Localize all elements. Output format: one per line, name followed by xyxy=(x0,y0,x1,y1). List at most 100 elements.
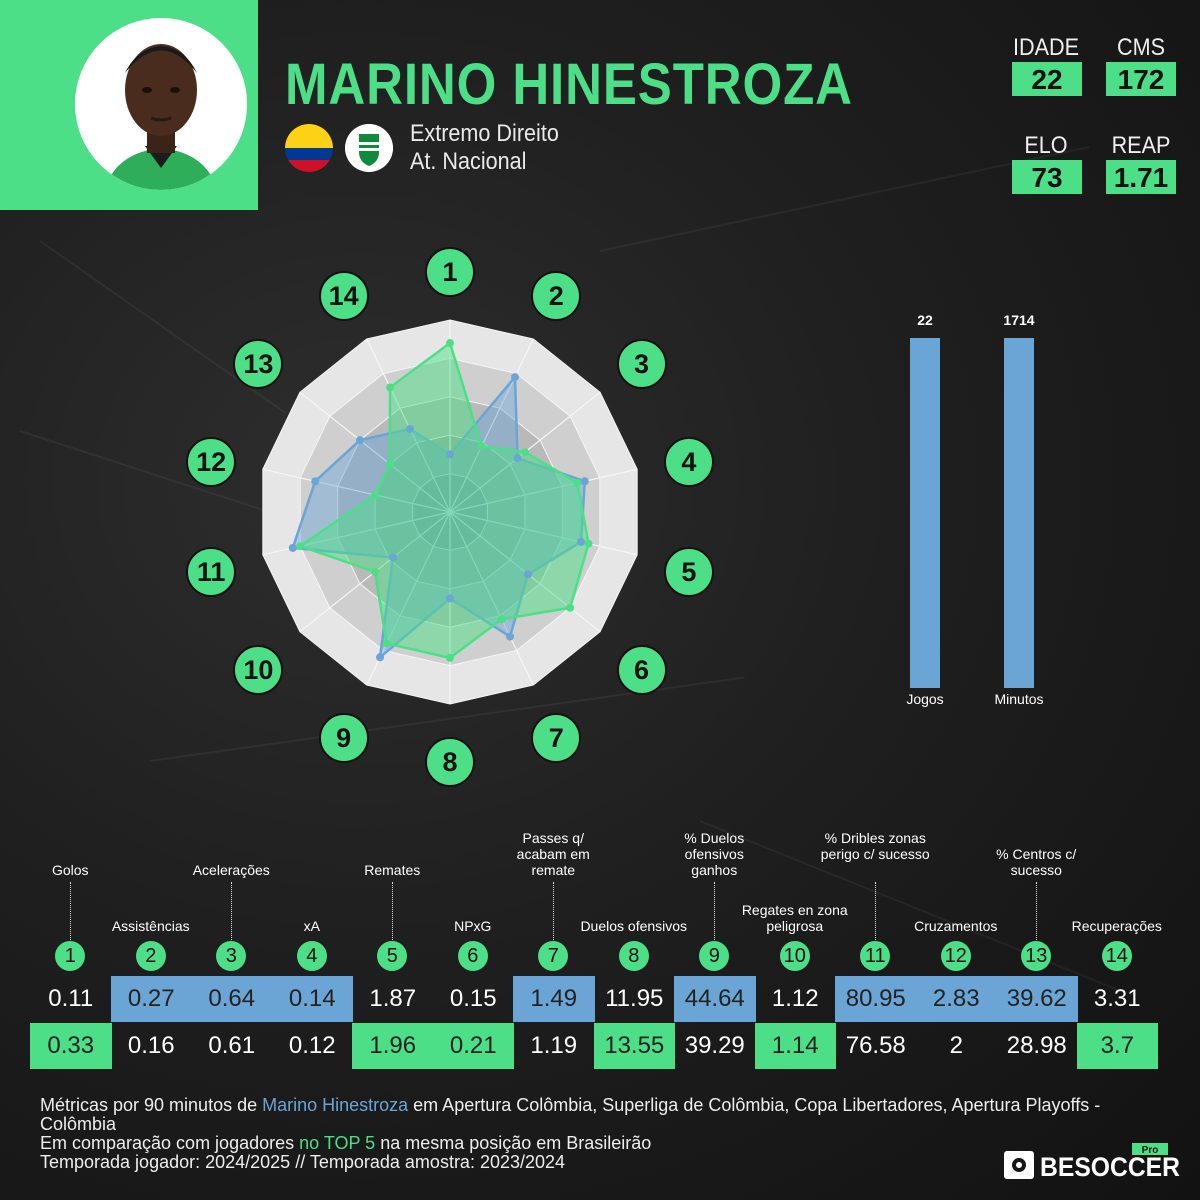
radar-point-player xyxy=(513,454,522,463)
footer-line-2: Em comparação com jogadores no TOP 5 na … xyxy=(40,1134,1160,1153)
radar-point-player xyxy=(288,543,297,552)
radar-axis-label: 12 xyxy=(186,437,237,488)
footer-line-2-suffix: na mesma posição em Brasileirão xyxy=(375,1133,652,1153)
radar-axis-label: 3 xyxy=(616,339,667,390)
radar-axis-label: 14 xyxy=(318,271,369,322)
sample-value-cell: 0.21 xyxy=(432,1023,514,1069)
radar-point-sample xyxy=(584,539,593,548)
player-value-cell: 0.14 xyxy=(271,976,353,1022)
footer-top5: no TOP 5 xyxy=(299,1133,376,1153)
sample-value-cell: 1.19 xyxy=(530,1032,578,1059)
metric-number: 11 xyxy=(860,941,891,971)
bar-value-label: 22 xyxy=(917,312,933,328)
bar-value-label: 1714 xyxy=(1003,312,1035,328)
radar-point-player xyxy=(311,477,320,486)
metric-label: xA xyxy=(303,918,320,934)
radar-axis-label: 5 xyxy=(663,546,714,597)
metric-number: 9 xyxy=(699,941,730,971)
metric-number: 14 xyxy=(1101,941,1132,971)
radar-point-player xyxy=(580,477,589,486)
radar-point-sample xyxy=(446,653,454,662)
radar-axis-label: 6 xyxy=(616,644,667,695)
player-value-cell: 44.64 xyxy=(674,976,756,1022)
radar-point-player xyxy=(406,424,415,433)
radar-point-sample xyxy=(386,383,395,392)
metric-number: 4 xyxy=(296,941,327,971)
stat-label-elo: ELO xyxy=(1024,132,1068,159)
radar-point-sample xyxy=(497,615,506,624)
radar-point-sample xyxy=(385,460,394,469)
metric-label: % Centros c/ sucesso xyxy=(996,846,1077,878)
radar-axis-label: 1 xyxy=(425,247,475,297)
metric-label: Passes q/ acabam em remate xyxy=(516,830,590,878)
radar-point-sample xyxy=(296,542,305,551)
radar-point-sample xyxy=(370,567,379,576)
sample-value-cell: 28.98 xyxy=(1006,1032,1067,1059)
radar-point-player xyxy=(510,373,519,382)
stat-label-reap: REAP xyxy=(1111,132,1171,159)
sample-value-cell: 0.16 xyxy=(127,1032,175,1059)
player-value-cell: 2.83 xyxy=(915,976,997,1022)
sample-value-cell: 1.14 xyxy=(754,1023,836,1069)
footer-line-1: Métricas por 90 minutos de Marino Hinest… xyxy=(40,1096,1160,1134)
stat-value-reap: 1.71 xyxy=(1106,160,1176,194)
metric-label: NPxG xyxy=(454,918,492,934)
metric-label: Recuperações xyxy=(1071,918,1162,934)
stat-value-elo: 73 xyxy=(1012,160,1082,194)
metric-number: 8 xyxy=(618,941,649,971)
radar-axis-label: 11 xyxy=(186,546,237,597)
radar-chart xyxy=(262,319,638,705)
player-name: MARINO HINESTROZA xyxy=(285,52,853,117)
player-photo xyxy=(75,18,247,190)
radar-axis-label: 13 xyxy=(233,339,284,390)
radar-axis-label: 8 xyxy=(425,737,475,787)
metric-label: Remates xyxy=(364,862,421,878)
sample-value-cell: 1.96 xyxy=(352,1023,434,1069)
sample-value-cell: 0.61 xyxy=(208,1032,256,1059)
metric-leader-line xyxy=(392,882,394,940)
player-value-cell: 0.27 xyxy=(110,976,192,1022)
sample-value-cell: 39.29 xyxy=(684,1032,745,1059)
metric-label: Duelos ofensivos xyxy=(580,918,688,934)
radar-point-sample xyxy=(382,639,391,648)
sample-value-cell: 2 xyxy=(949,1032,963,1059)
bar-category-label: Jogos xyxy=(906,691,944,707)
svg-text:Pro: Pro xyxy=(1142,1145,1159,1156)
footer-player-name: Marino Hinestroza xyxy=(262,1095,409,1115)
radar-point-player xyxy=(388,553,397,562)
radar-point-sample xyxy=(573,478,582,487)
player-value-cell: 11.95 xyxy=(605,985,664,1012)
radar-axis-label: 4 xyxy=(663,437,714,488)
player-value-cell: 0.11 xyxy=(48,985,94,1012)
player-value-cell: 0.64 xyxy=(191,976,273,1022)
radar-point-player xyxy=(446,594,454,603)
metric-leader-line xyxy=(875,882,877,940)
radar-axis-label: 2 xyxy=(531,271,582,322)
player-value-cell: 1.49 xyxy=(513,976,595,1022)
sample-value-cell: 0.33 xyxy=(30,1023,112,1069)
footer-notes: Métricas por 90 minutos de Marino Hinest… xyxy=(40,1096,1160,1172)
radar-point-sample xyxy=(566,603,575,612)
stat-label-height: CMS xyxy=(1116,34,1166,61)
metric-leader-line xyxy=(70,882,72,940)
radar-point-player xyxy=(577,537,586,546)
radar-axis-label: 9 xyxy=(318,712,369,763)
radar-point-sample xyxy=(521,448,530,457)
stat-value-height: 172 xyxy=(1106,62,1176,96)
metric-number: 13 xyxy=(1021,941,1052,971)
metric-number: 5 xyxy=(377,941,408,971)
player-value-cell: 80.95 xyxy=(835,976,917,1022)
footer-line-1-suffix: em Apertura Colômbia, Superliga de Colôm… xyxy=(40,1095,1101,1134)
sample-value-cell: 3.7 xyxy=(1076,1023,1158,1069)
stat-label-age: IDADE xyxy=(1012,34,1080,61)
metric-number: 1 xyxy=(55,941,86,971)
metric-label: % Dribles zonas perigo c/ sucesso xyxy=(820,830,930,862)
radar-point-player xyxy=(355,436,364,445)
footer-line-2-prefix: Em comparação com jogadores xyxy=(40,1133,300,1153)
metric-leader-line xyxy=(553,882,555,940)
radar-point-player xyxy=(505,632,514,641)
metric-number: 7 xyxy=(538,941,569,971)
footer-line-3: Temporada jogador: 2024/2025 // Temporad… xyxy=(40,1152,566,1172)
radar-axis-label: 7 xyxy=(531,712,582,763)
